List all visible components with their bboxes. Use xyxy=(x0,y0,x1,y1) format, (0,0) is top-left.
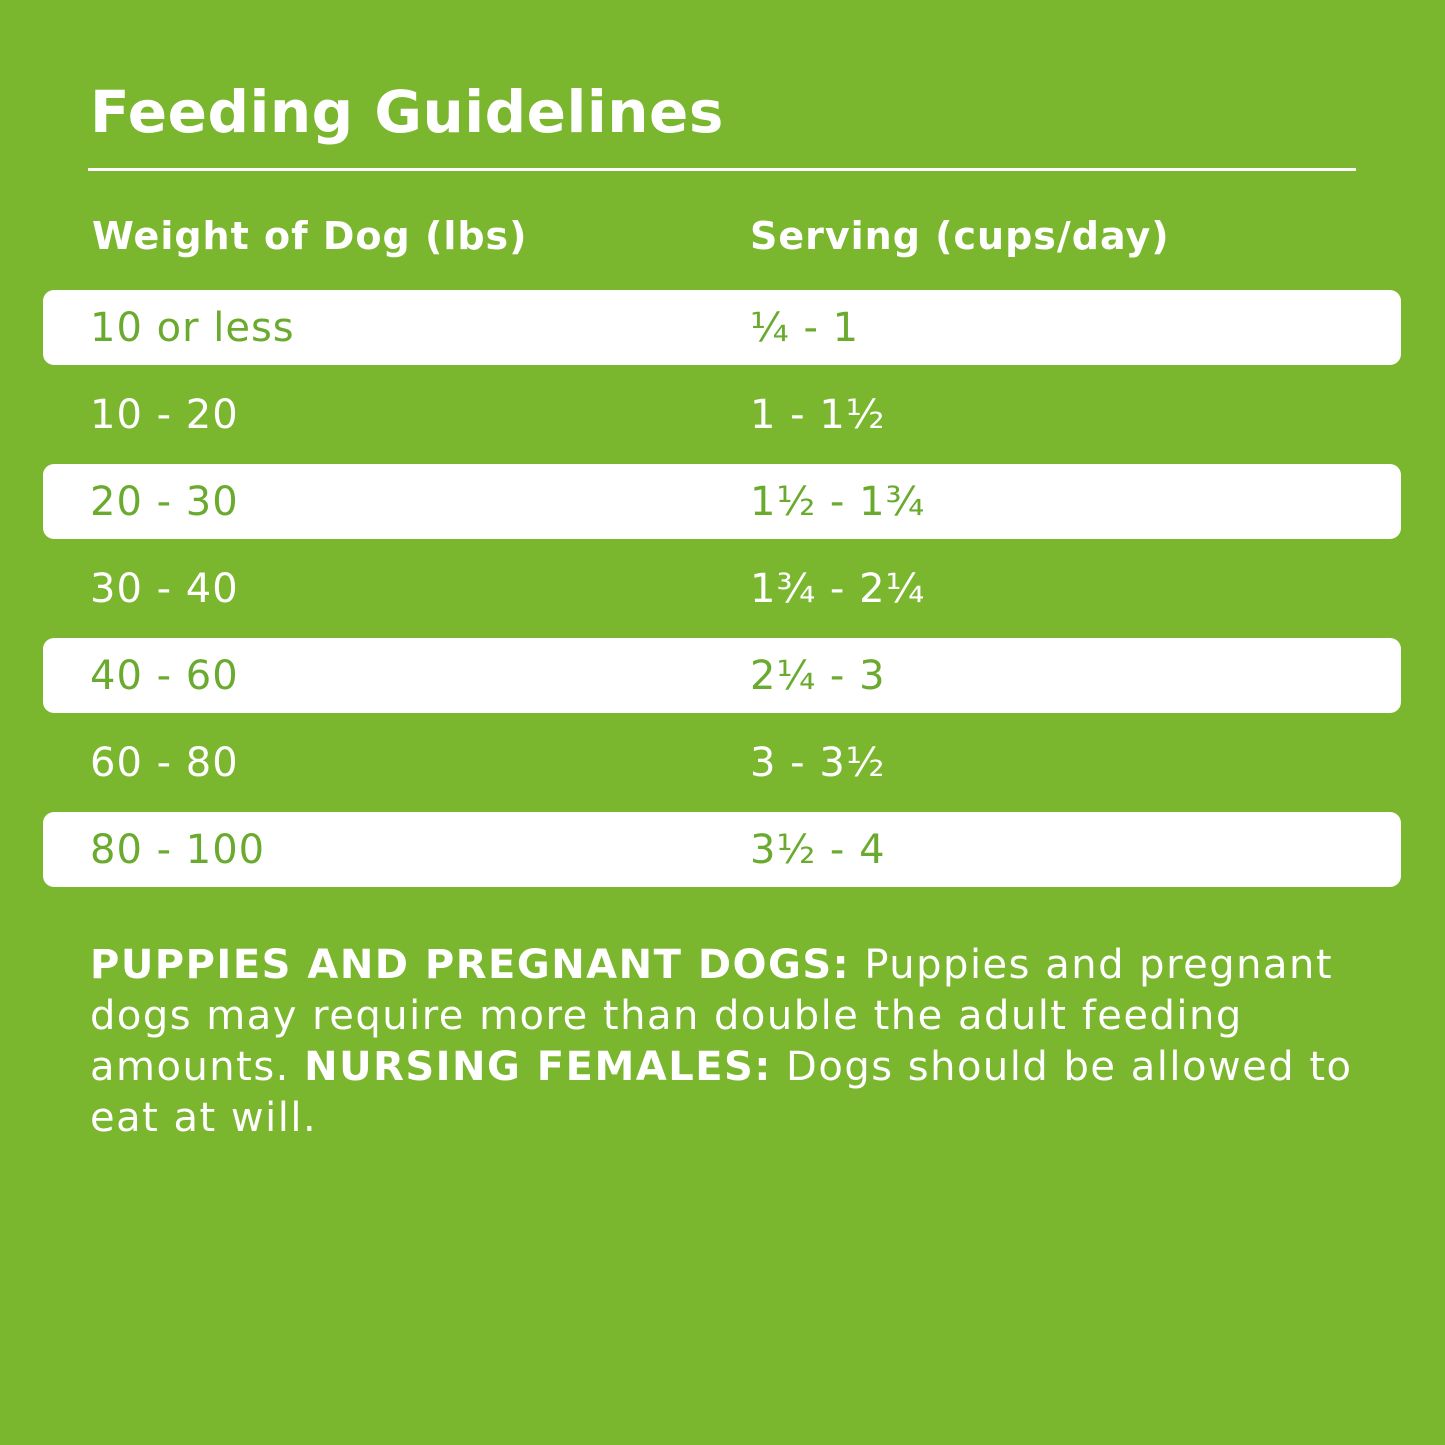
table-row: 30 - 40 1¾ - 2¼ xyxy=(43,551,1401,626)
table-row: 10 or less ¼ - 1 xyxy=(43,290,1401,365)
weight-cell: 80 - 100 xyxy=(90,826,266,873)
serving-cell: 3 - 3½ xyxy=(750,739,886,786)
table-row: 40 - 60 2¼ - 3 xyxy=(43,638,1401,713)
table-row: 10 - 20 1 - 1½ xyxy=(43,377,1401,452)
nursing-text: Dogs should be allowed to eat at will. xyxy=(90,1044,1353,1141)
serving-cell: 1¾ - 2¼ xyxy=(750,565,926,612)
weight-cell: 10 - 20 xyxy=(90,391,239,438)
header-serving: Serving (cups/day) xyxy=(750,214,1170,258)
puppies-text: Puppies and pregnant dogs may require mo… xyxy=(90,942,1334,1090)
serving-cell: 1 - 1½ xyxy=(750,391,886,438)
table-row: 60 - 80 3 - 3½ xyxy=(43,725,1401,800)
table-row: 20 - 30 1½ - 1¾ xyxy=(43,464,1401,539)
puppies-label: PUPPIES AND PREGNANT DOGS: xyxy=(90,942,851,988)
serving-cell: 1½ - 1¾ xyxy=(750,478,926,525)
weight-cell: 10 or less xyxy=(90,304,295,351)
feeding-notes: PUPPIES AND PREGNANT DOGS: Puppies and p… xyxy=(90,940,1380,1144)
weight-cell: 60 - 80 xyxy=(90,739,239,786)
weight-cell: 20 - 30 xyxy=(90,478,239,525)
header-weight: Weight of Dog (lbs) xyxy=(92,214,528,258)
weight-cell: 30 - 40 xyxy=(90,565,239,612)
page-title: Feeding Guidelines xyxy=(90,78,724,146)
nursing-label: NURSING FEMALES: xyxy=(304,1044,772,1090)
serving-cell: 3½ - 4 xyxy=(750,826,886,873)
serving-cell: 2¼ - 3 xyxy=(750,652,886,699)
title-divider xyxy=(88,168,1356,171)
weight-cell: 40 - 60 xyxy=(90,652,239,699)
serving-cell: ¼ - 1 xyxy=(750,304,860,351)
table-row: 80 - 100 3½ - 4 xyxy=(43,812,1401,887)
